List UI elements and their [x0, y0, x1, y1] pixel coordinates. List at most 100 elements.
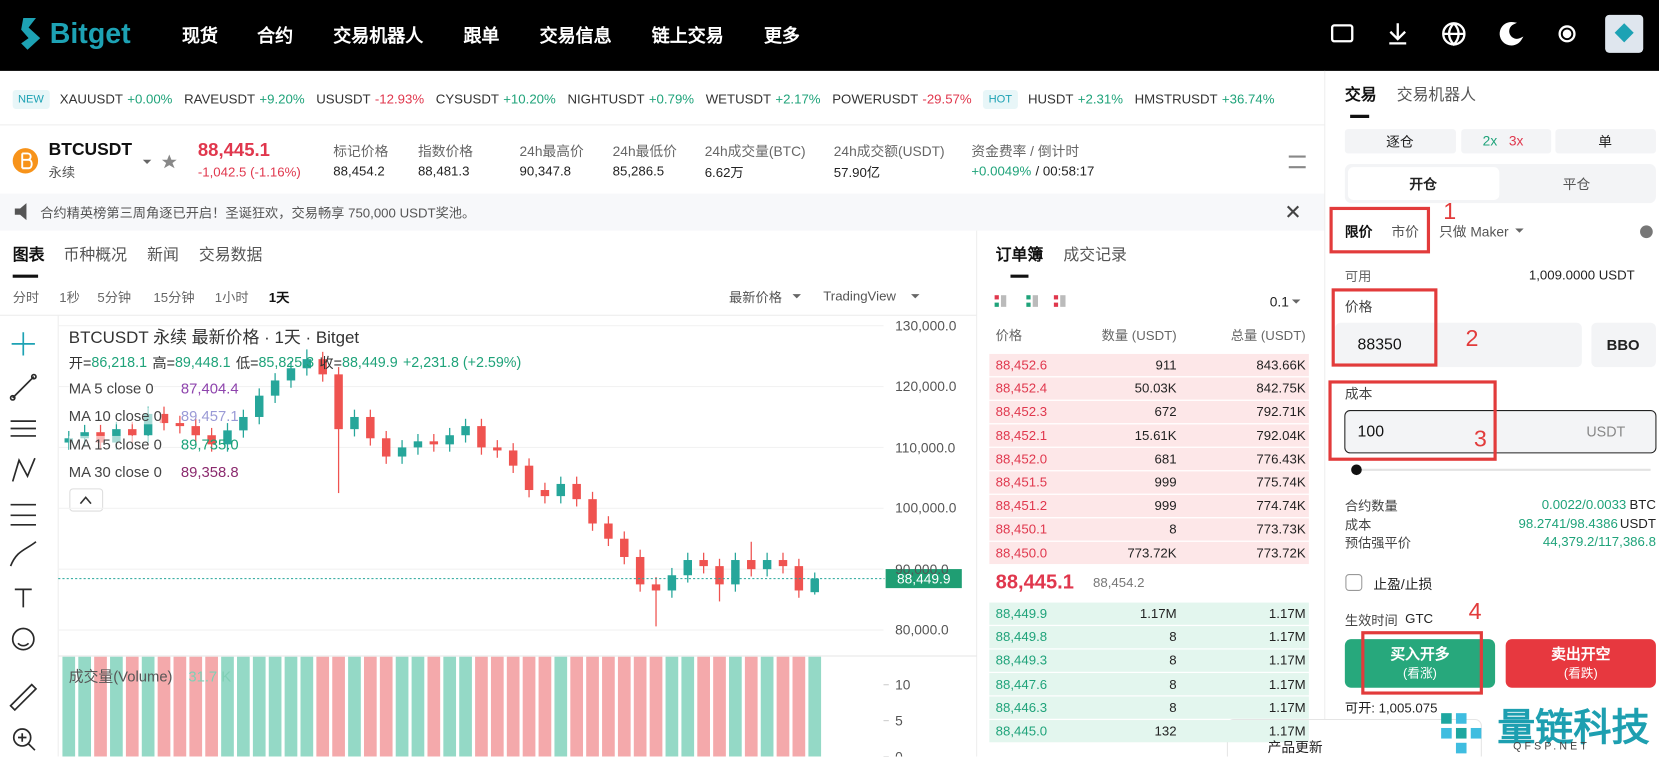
- interval[interactable]: 15分钟: [153, 290, 195, 306]
- interval[interactable]: 1小时: [214, 290, 249, 306]
- tif[interactable]: GTC: [1405, 611, 1434, 627]
- tpsl[interactable]: 止盈/止损: [1373, 576, 1433, 593]
- order-total: 792.71K: [1256, 404, 1306, 420]
- cost-unit[interactable]: USDT: [1586, 423, 1626, 440]
- collapse-button[interactable]: [69, 488, 104, 512]
- button-bg[interactable]: [1461, 129, 1552, 154]
- open-tab[interactable]: 开仓: [1409, 176, 1437, 193]
- interval[interactable]: 1秒: [59, 290, 80, 306]
- price-input[interactable]: 88350: [1357, 335, 1402, 354]
- toggle-active[interactable]: [1348, 167, 1500, 200]
- chart-tab[interactable]: 交易数据: [198, 246, 263, 264]
- ohlc-label: 低=: [235, 355, 259, 372]
- ticker-bar: NEW XAUUSDT +0.00% RAVEUSDT +9.20% USUSDT -12.…: [12, 89, 1286, 109]
- notice-icon: [14, 203, 27, 221]
- sell-label[interactable]: 卖出开空: [1551, 645, 1611, 663]
- ticker-change: +2.31%: [1077, 92, 1123, 107]
- detail-label: 合约数量: [1344, 498, 1398, 514]
- nav-item[interactable]: 链上交易: [651, 25, 724, 47]
- candle-body: [334, 374, 343, 430]
- interval[interactable]: 1天: [268, 290, 290, 306]
- order-price: 88,447.6: [995, 676, 1048, 692]
- orderbook-tab[interactable]: 订单簿: [995, 246, 1044, 264]
- interval[interactable]: 分时: [12, 290, 40, 306]
- price-type[interactable]: 最新价格: [729, 290, 782, 306]
- nav-item[interactable]: 合约: [257, 25, 294, 47]
- order-type[interactable]: 只做 Maker: [1439, 223, 1509, 240]
- order-size: 8: [1169, 629, 1177, 645]
- depth-bar: [989, 602, 1309, 625]
- volume-bar: [681, 656, 695, 757]
- close-icon[interactable]: [1286, 205, 1300, 218]
- chart-tab[interactable]: 图表: [12, 246, 45, 264]
- buy-label[interactable]: 买入开多: [1390, 645, 1450, 663]
- position-mode[interactable]: 单: [1598, 133, 1613, 150]
- candle-body: [715, 566, 724, 585]
- nav-item[interactable]: 跟单: [463, 25, 500, 47]
- ticker-symbol: RAVEUSDT: [184, 92, 256, 107]
- leverage-short[interactable]: 3x: [1508, 132, 1524, 149]
- order-total: 776.43K: [1256, 451, 1306, 467]
- watermark-logo: [1441, 713, 1482, 754]
- candle-body: [80, 432, 89, 439]
- depth-bar: [989, 494, 1309, 518]
- chart-tab[interactable]: 新闻: [147, 246, 179, 264]
- price-input[interactable]: [1335, 322, 1582, 368]
- volume-bar: [62, 656, 76, 757]
- order-size: 681: [1154, 451, 1177, 467]
- view-icon: [1026, 302, 1031, 307]
- candle-body: [223, 430, 232, 445]
- candle-body: [524, 465, 534, 491]
- leverage-long[interactable]: 2x: [1482, 132, 1498, 149]
- order-size: 132: [1154, 723, 1177, 739]
- interval[interactable]: 5分钟: [97, 290, 132, 306]
- price-change: -1,042.5 (-1.16%): [197, 165, 301, 180]
- swap-icon[interactable]: [1288, 155, 1306, 169]
- candle-body: [683, 560, 692, 576]
- order-total: 1.17M: [1268, 629, 1306, 645]
- ohlc-value: 86,218.1: [91, 353, 148, 370]
- order-type[interactable]: 限价: [1344, 223, 1373, 240]
- precision[interactable]: 0.1: [1269, 293, 1289, 310]
- order-size: 1.17M: [1139, 606, 1177, 622]
- button-bg[interactable]: [1555, 129, 1656, 154]
- form-tab[interactable]: 交易机器人: [1396, 86, 1477, 105]
- checkbox[interactable]: [1345, 574, 1363, 591]
- volume-bar: [808, 656, 822, 757]
- volume-bar: [792, 656, 806, 757]
- order-size: 773.72K: [1127, 545, 1177, 561]
- buy-button[interactable]: [1344, 639, 1496, 688]
- order-total: 1.17M: [1268, 606, 1306, 622]
- nav-item[interactable]: 交易机器人: [333, 25, 424, 47]
- nav-item[interactable]: 交易信息: [539, 25, 612, 47]
- drawing-tools: [9, 332, 38, 751]
- nav-item[interactable]: 更多: [763, 25, 800, 47]
- cost-input[interactable]: [1344, 410, 1657, 454]
- volume-bar: [252, 656, 266, 757]
- popup-text[interactable]: 产品更新: [1267, 739, 1323, 755]
- bbo-button[interactable]: [1591, 322, 1656, 368]
- chart-tab[interactable]: 币种概况: [63, 246, 127, 264]
- bbo[interactable]: BBO: [1606, 336, 1640, 354]
- logo[interactable]: Bitget: [49, 17, 131, 50]
- view-mode[interactable]: TradingView: [823, 288, 896, 304]
- sell-button[interactable]: [1505, 639, 1656, 688]
- order-type[interactable]: 市价: [1391, 223, 1419, 240]
- form-tab[interactable]: 交易: [1344, 86, 1377, 105]
- nav-item[interactable]: 现货: [181, 25, 218, 47]
- volume-bar: [379, 656, 393, 757]
- candle-body: [413, 441, 423, 448]
- cost-input[interactable]: 100: [1357, 422, 1385, 441]
- button-bg[interactable]: [1344, 129, 1456, 154]
- volume-bar: [729, 656, 742, 757]
- volume-bar: [157, 656, 171, 757]
- stat-label: 指数价格: [417, 143, 473, 160]
- ohlc-change: +2,231.8 (+2.59%): [402, 353, 522, 370]
- order-total: 774.74K: [1256, 498, 1306, 514]
- close-tab[interactable]: 平仓: [1562, 176, 1591, 193]
- depth-bar: [989, 649, 1309, 672]
- orderbook-tab[interactable]: 成交记录: [1063, 246, 1127, 264]
- slider-thumb[interactable]: [1351, 464, 1362, 476]
- volume-bar: [522, 656, 536, 757]
- margin-mode[interactable]: 逐仓: [1386, 133, 1414, 150]
